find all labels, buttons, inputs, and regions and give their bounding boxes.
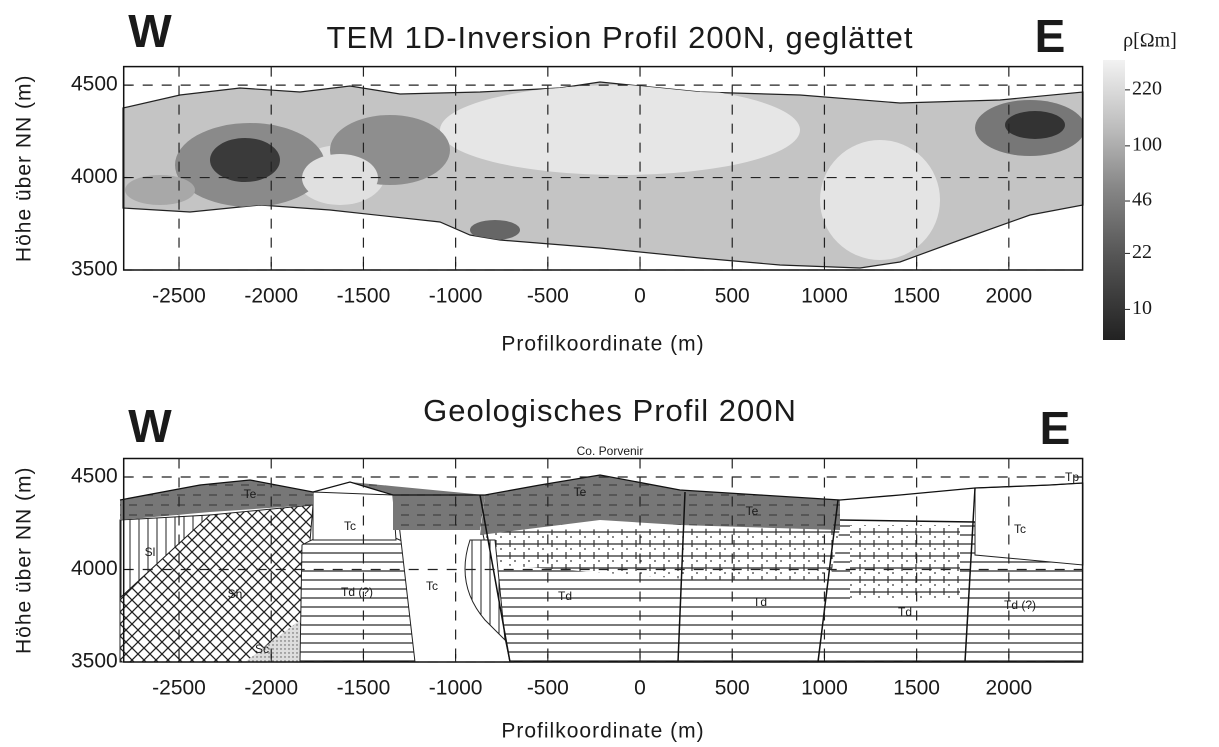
unit-label: Td (?): [1004, 598, 1036, 612]
y-tick-label: 4500: [71, 465, 118, 488]
x-tick-label: 500: [715, 285, 750, 308]
x-tick-label: 1000: [801, 285, 848, 308]
unit-label: Td: [558, 589, 572, 603]
unit-label: Tc: [1014, 522, 1026, 536]
x-tick-label: 0: [634, 285, 646, 308]
unit-label: Tc: [426, 579, 438, 593]
colorbar-tick-label: 10: [1132, 297, 1152, 319]
unit-label: Te: [244, 487, 257, 501]
x-tick-label: -500: [527, 677, 569, 700]
annotation: Co. Porvenir: [577, 444, 644, 458]
unit-label: Te: [746, 504, 759, 518]
x-tick-label: -1000: [429, 285, 483, 308]
y-tick-label: 4500: [71, 73, 118, 96]
colorbar: [1103, 60, 1125, 340]
unit-label: Sh: [228, 587, 243, 601]
west-label: W: [128, 5, 172, 57]
x-tick-label: -1500: [337, 285, 391, 308]
x-tick-label: -2500: [152, 285, 206, 308]
chart-title: Geologisches Profil 200N: [423, 393, 797, 428]
x-axis-label: Profilkoordinate (m): [501, 333, 704, 356]
east-label: E: [1040, 402, 1071, 454]
unit-label: Sl: [145, 545, 156, 559]
unit-label: Sc: [255, 642, 269, 656]
unit-label: Tc: [344, 519, 356, 533]
colorbar-tick-label: 22: [1132, 241, 1152, 263]
x-tick-label: -500: [527, 285, 569, 308]
x-tick-label: 1500: [893, 677, 940, 700]
unit-label: Td: [753, 595, 767, 609]
unit-label: Tp: [1065, 470, 1079, 484]
figure: TEM 1D-Inversion Profil 200N, geglättet W…: [0, 0, 1219, 747]
colorbar-label: ρ[Ωm]: [1123, 30, 1177, 52]
unit-label: Td (?): [341, 585, 373, 599]
x-tick-label: -2000: [244, 285, 298, 308]
geological-section: [120, 475, 1083, 662]
x-axis-label: Profilkoordinate (m): [501, 720, 704, 743]
colorbar-tick-label: 100: [1132, 133, 1162, 155]
y-tick-label: 4000: [71, 165, 118, 188]
y-tick-label: 3500: [71, 258, 118, 281]
y-axis-label: Höhe über NN (m): [13, 466, 36, 654]
y-tick-label: 4000: [71, 557, 118, 580]
x-tick-label: 2000: [985, 677, 1032, 700]
unit-label: Te: [574, 485, 587, 499]
chart-title: TEM 1D-Inversion Profil 200N, geglättet: [327, 20, 914, 55]
colorbar-tick-label: 46: [1132, 189, 1152, 211]
x-tick-label: 1000: [801, 677, 848, 700]
y-axis-label: Höhe über NN (m): [13, 75, 36, 263]
x-tick-label: -2500: [152, 677, 206, 700]
x-tick-label: -2000: [244, 677, 298, 700]
x-tick-label: 2000: [985, 285, 1032, 308]
x-tick-label: -1000: [429, 677, 483, 700]
east-label: E: [1035, 10, 1066, 62]
y-tick-label: 3500: [71, 650, 118, 673]
x-tick-label: 500: [715, 677, 750, 700]
x-tick-label: -1500: [337, 677, 391, 700]
x-tick-label: 0: [634, 677, 646, 700]
unit-label: Td: [898, 605, 912, 619]
x-tick-label: 1500: [893, 285, 940, 308]
colorbar-tick-label: 220: [1132, 77, 1162, 99]
west-label: W: [128, 400, 172, 452]
resistivity-section: [123, 82, 1085, 268]
